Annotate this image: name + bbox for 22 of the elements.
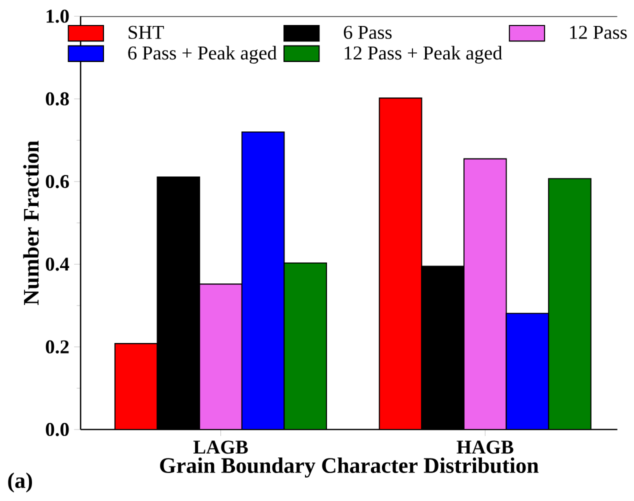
bar	[284, 262, 328, 430]
bar	[548, 178, 592, 430]
x-tick-label: LAGB	[193, 440, 248, 454]
bar	[378, 98, 422, 430]
y-tick-label: 0.0	[46, 422, 69, 436]
y-axis-title: Number Fraction	[23, 140, 39, 305]
y-tick-label: 0.6	[46, 174, 69, 188]
x-axis-title: Grain Boundary Character Distribution	[160, 457, 539, 478]
y-tick-label: 0.4	[46, 258, 70, 271]
y-tick-label: 1.0	[46, 10, 69, 23]
legend-label: SHT	[128, 26, 164, 39]
legend-label: 12 Pass	[570, 26, 627, 39]
bar	[114, 343, 158, 430]
text: (a)	[8, 472, 32, 493]
legend-label: 6 Pass	[344, 26, 392, 39]
bar	[506, 312, 550, 430]
bar	[241, 131, 285, 430]
y-tick-label: 0.8	[46, 92, 69, 106]
legend-label: 6 Pass + Peak aged	[128, 46, 277, 64]
legend-label: 12 Pass + Peak aged	[344, 46, 502, 64]
x-tick-label: HAGB	[456, 440, 514, 454]
y-tick-label: 0.2	[46, 340, 69, 354]
